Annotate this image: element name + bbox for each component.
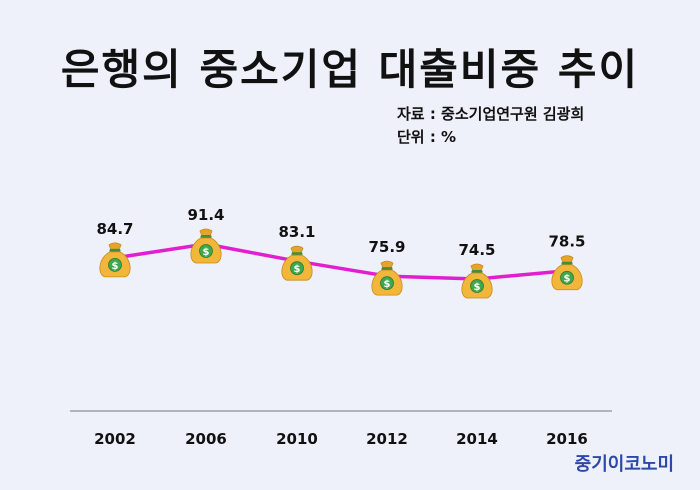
svg-text:$: $ bbox=[294, 264, 301, 275]
series-line bbox=[113, 242, 569, 281]
data-label: 91.4 bbox=[187, 206, 224, 224]
money-bag-icon: $ bbox=[461, 263, 493, 299]
x-tick-label: 2016 bbox=[546, 430, 588, 448]
svg-text:$: $ bbox=[474, 282, 481, 293]
money-bag-icon: $ bbox=[190, 228, 222, 264]
svg-text:$: $ bbox=[564, 274, 571, 285]
data-label: 75.9 bbox=[368, 238, 405, 256]
data-label: 84.7 bbox=[96, 220, 133, 238]
svg-text:$: $ bbox=[112, 261, 119, 272]
money-bag-icon: $ bbox=[371, 260, 403, 296]
data-label: 83.1 bbox=[278, 223, 315, 241]
data-label: 74.5 bbox=[458, 241, 495, 259]
page-title: 은행의 중소기업 대출비중 추이 bbox=[60, 45, 640, 94]
x-tick-label: 2006 bbox=[185, 430, 227, 448]
money-bag-icon: $ bbox=[99, 242, 131, 278]
source-label: 자료 : 중소기업연구원 김광희 bbox=[397, 105, 585, 123]
svg-text:$: $ bbox=[384, 279, 391, 290]
x-tick-label: 2012 bbox=[366, 430, 408, 448]
unit-label: 단위 : % bbox=[397, 128, 457, 146]
x-tick-label: 2002 bbox=[94, 430, 136, 448]
money-bag-icon: $ bbox=[551, 255, 583, 291]
x-tick-label: 2010 bbox=[276, 430, 318, 448]
money-bag-icon: $ bbox=[281, 245, 313, 281]
svg-text:$: $ bbox=[203, 247, 210, 258]
data-label: 78.5 bbox=[548, 233, 585, 251]
brand-logo-text: 중기이코노미 bbox=[574, 454, 674, 475]
x-tick-label: 2014 bbox=[456, 430, 498, 448]
